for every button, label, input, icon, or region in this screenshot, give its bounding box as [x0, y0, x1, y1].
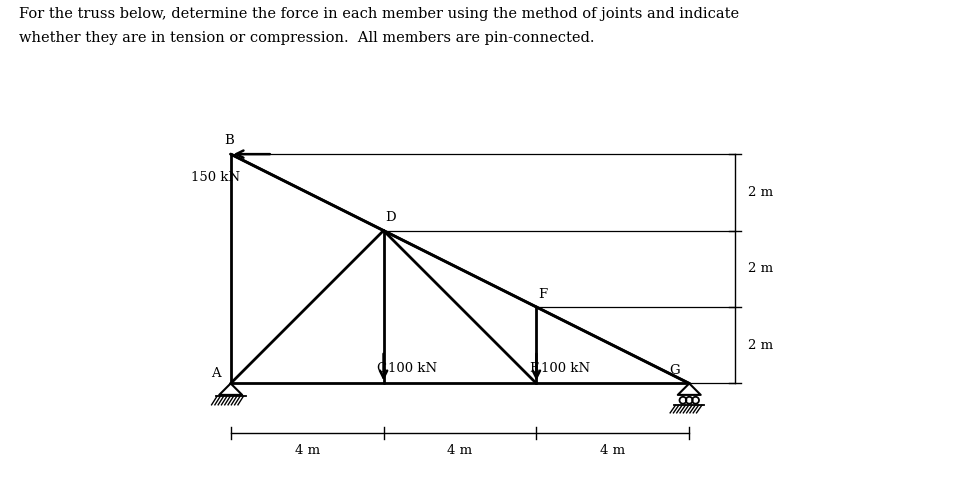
Text: 4 m: 4 m	[600, 444, 625, 457]
Text: 100 kN: 100 kN	[541, 362, 590, 375]
Text: E: E	[529, 362, 539, 375]
Text: G: G	[669, 364, 680, 377]
Text: 2 m: 2 m	[749, 262, 774, 275]
Text: A: A	[212, 368, 221, 381]
Text: 4 m: 4 m	[447, 444, 472, 457]
Text: F: F	[539, 288, 548, 301]
Text: D: D	[385, 211, 396, 224]
Text: For the truss below, determine the force in each member using the method of join: For the truss below, determine the force…	[19, 7, 739, 21]
Text: 100 kN: 100 kN	[388, 362, 438, 375]
Text: 2 m: 2 m	[749, 186, 774, 199]
Text: whether they are in tension or compression.  All members are pin-connected.: whether they are in tension or compressi…	[19, 31, 595, 45]
Text: 150 kN: 150 kN	[190, 171, 240, 185]
Text: 4 m: 4 m	[295, 444, 320, 457]
Text: C: C	[377, 362, 386, 375]
Text: B: B	[224, 134, 234, 147]
Text: 2 m: 2 m	[749, 339, 774, 352]
